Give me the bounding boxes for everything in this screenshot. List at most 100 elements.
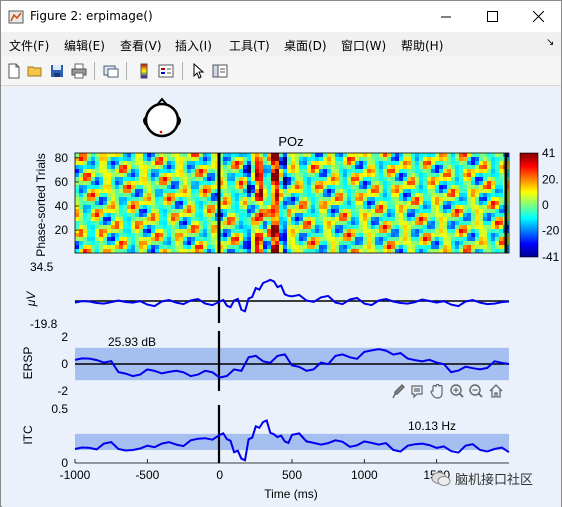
heatmap-cell (131, 193, 136, 198)
heatmap-cell (127, 173, 132, 178)
heatmap-cell (467, 213, 472, 218)
erp-y-label: μV (24, 291, 38, 308)
open-button[interactable] (25, 61, 45, 81)
heatmap-cell (143, 193, 148, 198)
heatmap-cell (211, 205, 216, 210)
property-editor-button[interactable] (210, 61, 230, 81)
heatmap-cell (371, 189, 376, 194)
heatmap-cell (347, 193, 352, 198)
heatmap-cell (359, 233, 364, 238)
heatmap-cell (159, 217, 164, 222)
heatmap-cell (387, 209, 392, 214)
home-button[interactable] (489, 384, 503, 398)
pointer-button[interactable] (188, 61, 208, 81)
save-button[interactable] (47, 61, 67, 81)
heatmap-cell (235, 201, 240, 206)
heatmap-cell (475, 225, 480, 230)
heatmap-cell (191, 197, 196, 202)
heatmap-cell (147, 241, 152, 246)
heatmap-cell (175, 173, 180, 178)
heatmap-cell (459, 225, 464, 230)
heatmap-cell (191, 165, 196, 170)
heatmap-cell (155, 157, 160, 162)
menu-window[interactable]: 窗口(W) (341, 39, 387, 53)
close-button[interactable] (515, 1, 561, 32)
heatmap-cell (155, 197, 160, 202)
menu-desktop[interactable]: 桌面(D) (284, 39, 327, 53)
heatmap-cell (251, 237, 256, 242)
heatmap-cell (219, 209, 224, 214)
heatmap-cell (491, 165, 496, 170)
heatmap-cell (315, 249, 320, 253)
heatmap-cell (415, 237, 420, 242)
heatmap-cell (91, 185, 96, 190)
heatmap-cell (195, 177, 200, 182)
heatmap-cell (271, 197, 276, 202)
data-tips-button[interactable] (411, 385, 423, 399)
heatmap-cell (163, 213, 168, 218)
menu-help[interactable]: 帮助(H) (401, 39, 444, 53)
heatmap-cell (427, 229, 432, 234)
heatmap-cell (475, 165, 480, 170)
heatmap-cell (251, 229, 256, 234)
heatmap-cell (295, 165, 300, 170)
link-figure-button[interactable] (101, 61, 121, 81)
heatmap-cell (259, 161, 264, 166)
print-button[interactable] (69, 61, 89, 81)
heatmap-cell (355, 193, 360, 198)
heatmap-cell (139, 165, 144, 170)
heatmap-cell (339, 221, 344, 226)
heatmap-cell (203, 249, 208, 253)
menu-dock-arrow-icon[interactable]: ↘ (546, 37, 555, 48)
heatmap-cell (467, 225, 472, 230)
maximize-button[interactable] (469, 1, 515, 32)
heatmap-cell (203, 217, 208, 222)
menu-view[interactable]: 查看(V) (120, 39, 162, 53)
heatmap-cell (299, 205, 304, 210)
heatmap-cell (119, 189, 124, 194)
heatmap-cell (351, 209, 356, 214)
menu-file[interactable]: 文件(F) (9, 39, 50, 53)
menu-tools[interactable]: 工具(T) (229, 39, 270, 53)
heatmap-cell (271, 205, 276, 210)
minimize-button[interactable] (423, 1, 469, 32)
heatmap-cell (303, 197, 308, 202)
heatmap-cell (303, 217, 308, 222)
heatmap-cell (419, 217, 424, 222)
heatmap-cell (151, 173, 156, 178)
heatmap-cell (251, 221, 256, 226)
heatmap-cell (359, 161, 364, 166)
heatmap-cell (171, 201, 176, 206)
heatmap-cell (119, 173, 124, 178)
heatmap-cell (327, 153, 332, 158)
menu-insert[interactable]: 插入(I) (175, 39, 212, 53)
heatmap-cell (459, 237, 464, 242)
zoom-in-button[interactable] (450, 384, 464, 398)
heatmap-cell (275, 205, 280, 210)
heatmap-cell (395, 205, 400, 210)
heatmap-cell (163, 229, 168, 234)
heatmap-cell (455, 177, 460, 182)
insert-legend-button[interactable] (156, 61, 176, 81)
heatmap-cell (439, 245, 444, 250)
brush-button[interactable] (392, 384, 405, 399)
heatmap-cell (143, 157, 148, 162)
new-figure-button[interactable] (4, 61, 24, 81)
heatmap-cell (107, 225, 112, 230)
heatmap-cell (123, 197, 128, 202)
heatmap-cell (203, 197, 208, 202)
insert-colorbar-button[interactable] (134, 61, 154, 81)
heatmap-cell (499, 217, 504, 222)
heatmap-cell (407, 185, 412, 190)
pan-button[interactable] (430, 383, 443, 399)
heatmap-cell (275, 189, 280, 194)
heatmap-cell (395, 153, 400, 158)
menu-edit[interactable]: 编辑(E) (64, 39, 105, 53)
heatmap-cell (415, 169, 420, 174)
heatmap-cell (75, 161, 80, 166)
erp-trace (74, 278, 510, 313)
heatmap-cell (123, 213, 128, 218)
zoom-out-button[interactable] (469, 384, 483, 398)
heatmap-cell (211, 241, 216, 246)
heatmap-cell (431, 233, 436, 238)
